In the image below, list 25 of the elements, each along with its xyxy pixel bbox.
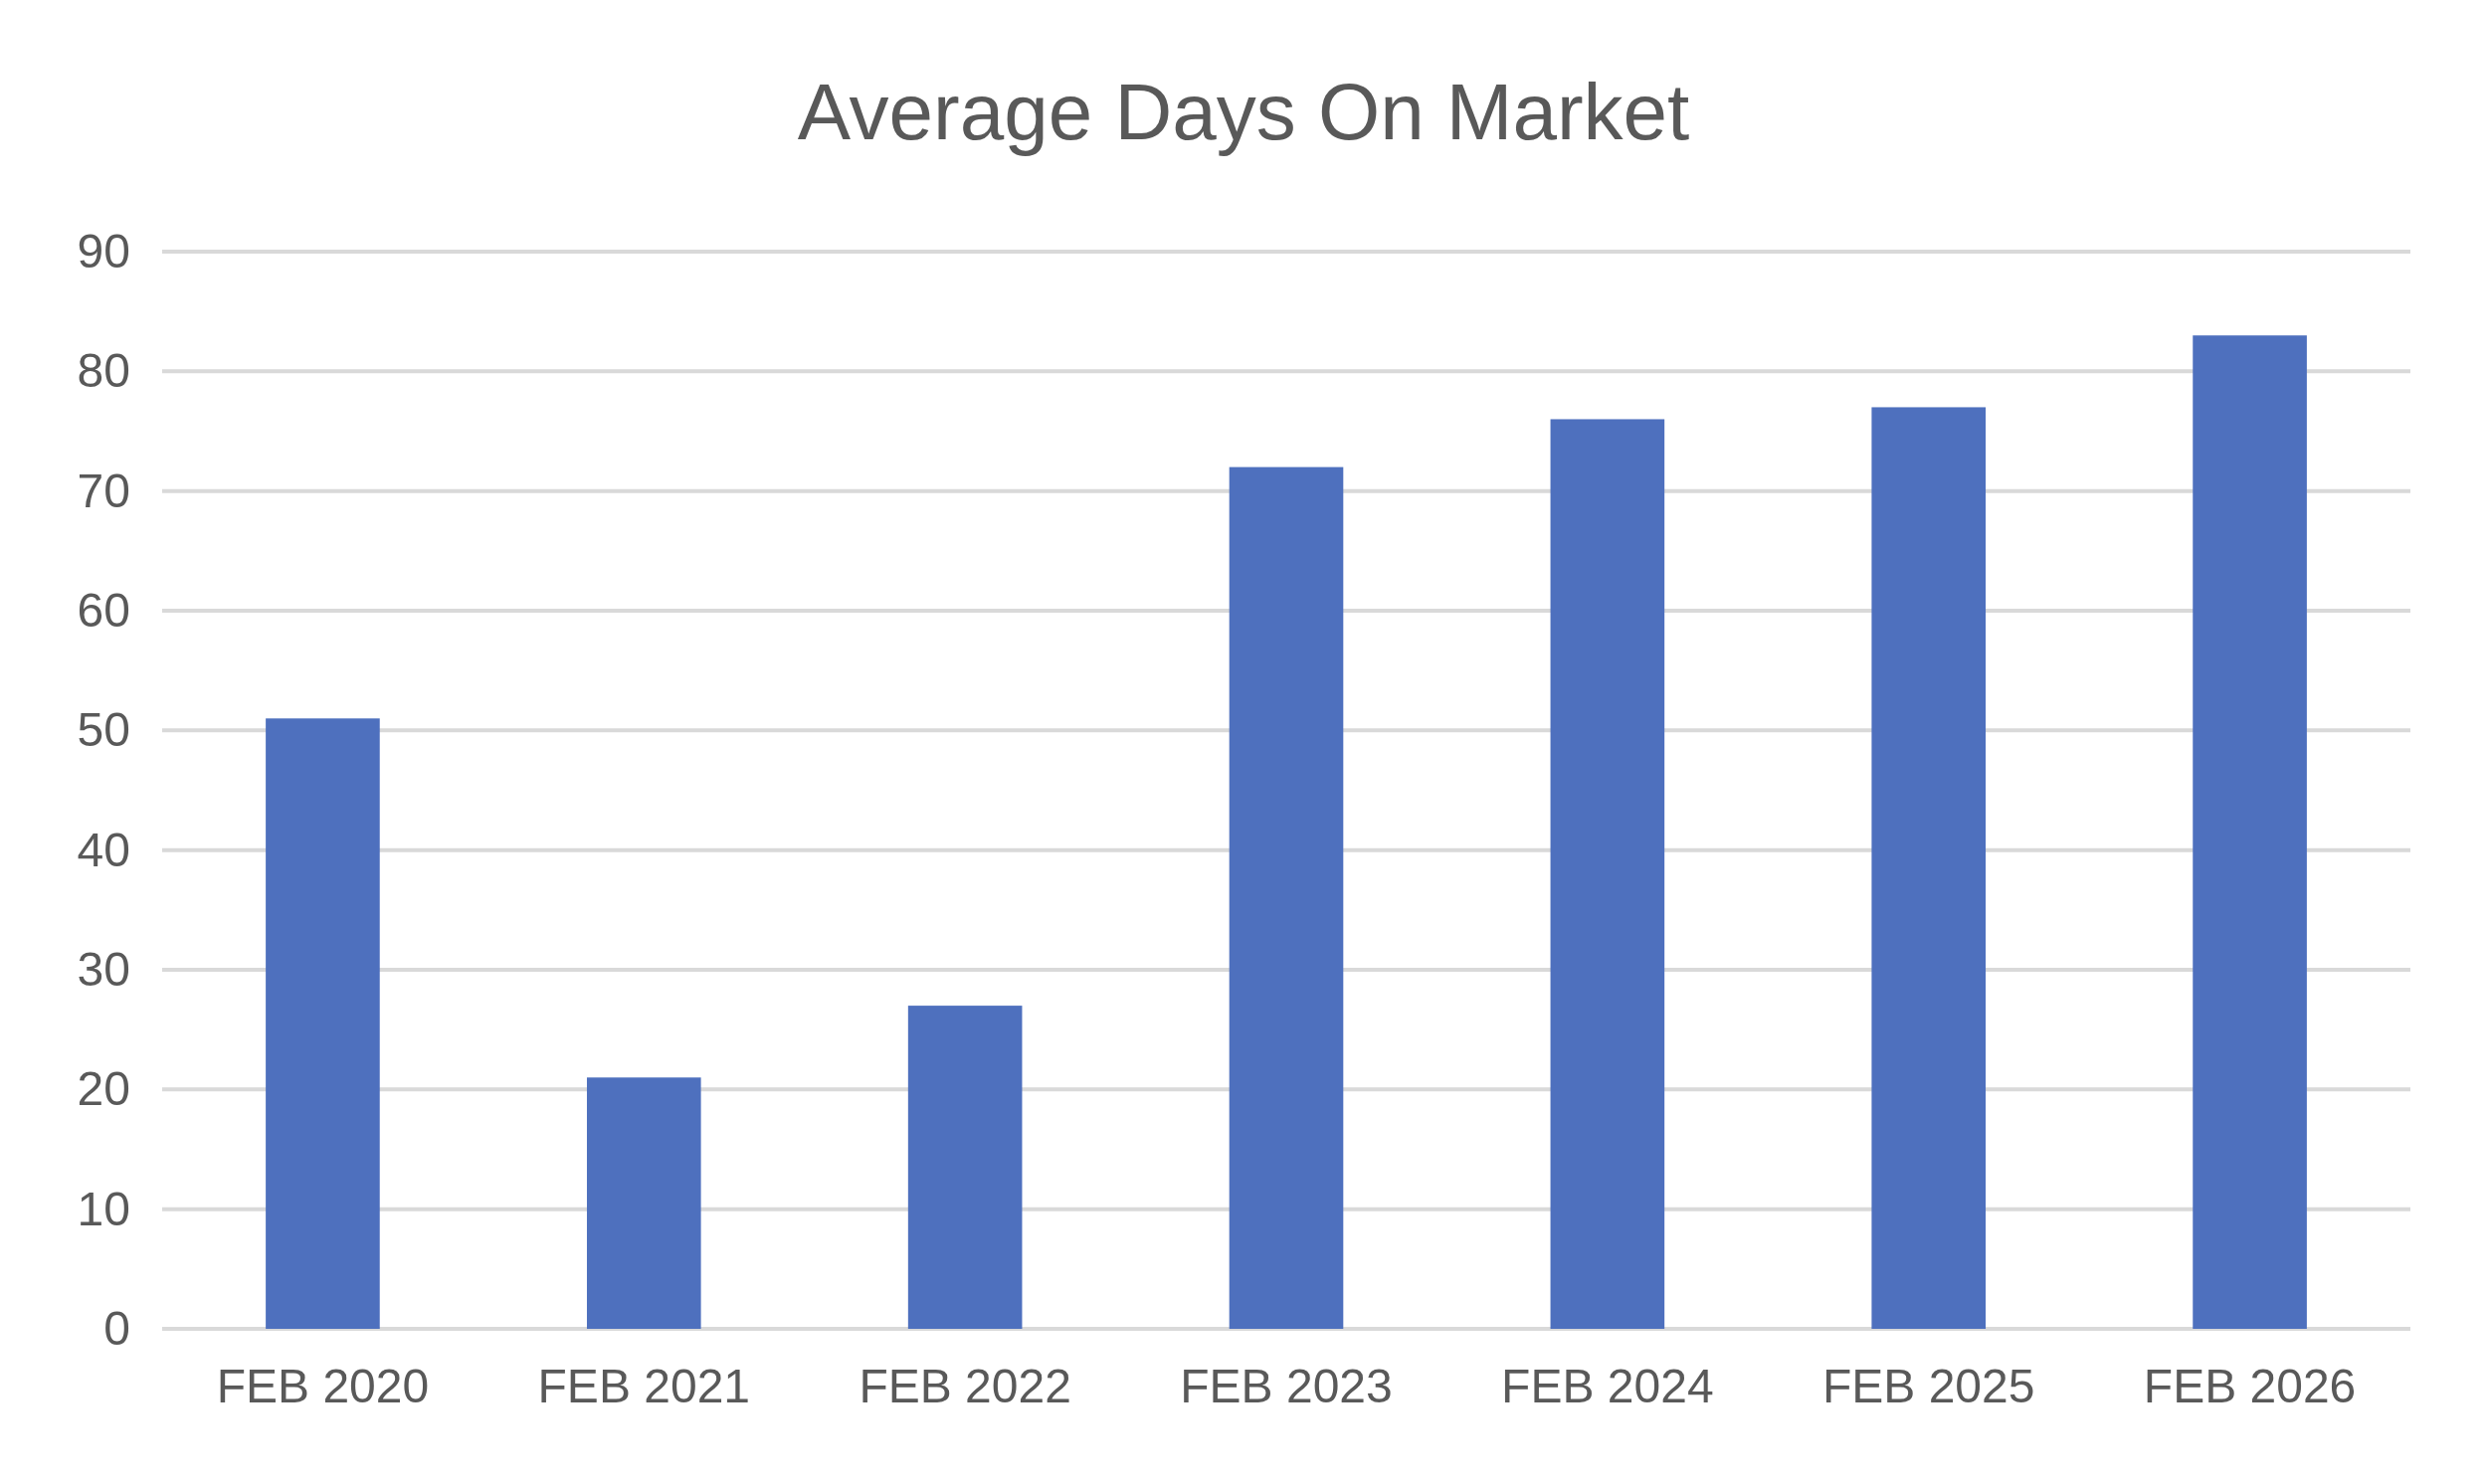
x-tick-label: FEB 2020 [216, 1360, 430, 1413]
y-tick-label: 0 [103, 1301, 130, 1355]
bar [266, 718, 380, 1329]
x-tick-label: FEB 2023 [1180, 1360, 1393, 1413]
bar [1229, 466, 1344, 1329]
y-tick-label: 40 [77, 823, 130, 876]
x-tick-label: FEB 2026 [2143, 1360, 2357, 1413]
bar [1871, 407, 1987, 1329]
bar [1550, 419, 1665, 1329]
y-tick-label: 70 [77, 464, 130, 517]
x-tick-label: FEB 2024 [1501, 1360, 1714, 1413]
x-tick-label: FEB 2025 [1821, 1360, 2035, 1413]
y-tick-label: 20 [77, 1062, 130, 1116]
y-tick-label: 80 [77, 344, 130, 398]
y-tick-label: 30 [77, 942, 130, 996]
chart-title: Average Days On Market [797, 68, 1690, 156]
y-tick-label: 90 [77, 224, 130, 278]
y-tick-label: 50 [77, 703, 130, 757]
bar [907, 1006, 1023, 1329]
bar [586, 1077, 701, 1329]
y-tick-label: 60 [77, 583, 130, 637]
x-tick-label: FEB 2022 [859, 1360, 1071, 1413]
y-tick-label: 10 [77, 1182, 130, 1235]
bar [2193, 335, 2307, 1329]
x-tick-label: FEB 2021 [537, 1360, 751, 1413]
